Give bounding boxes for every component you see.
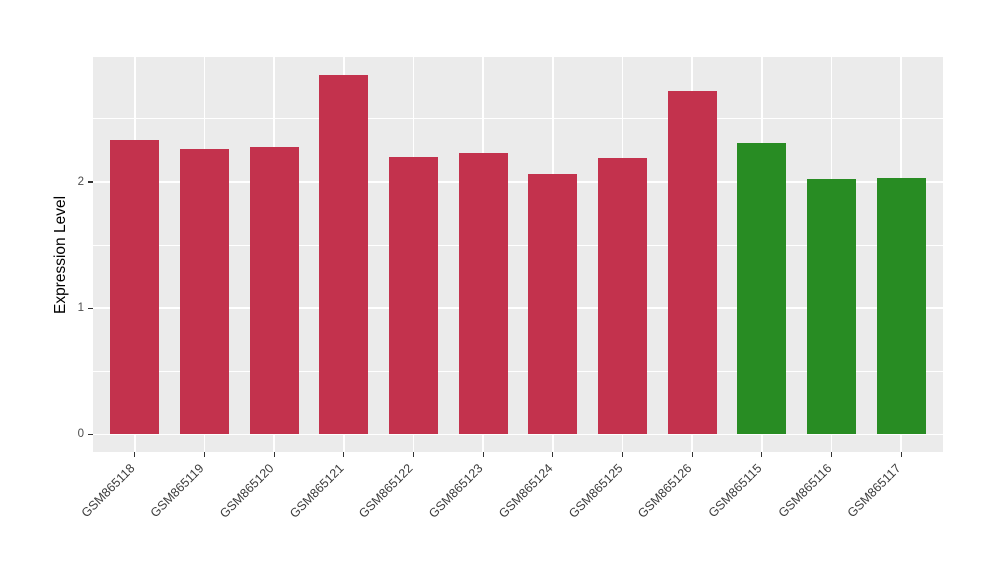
bar [737, 142, 787, 435]
x-tick-label: GSM865122 [356, 461, 417, 521]
x-tick-mark [761, 452, 763, 457]
bar [458, 152, 508, 435]
bar [598, 157, 647, 435]
y-tick-mark [88, 181, 93, 183]
bar [249, 146, 299, 435]
x-tick-mark [830, 452, 833, 457]
bars-layer [93, 57, 943, 452]
y-axis-title: Expression Level [48, 57, 74, 452]
x-tick-label: GSM865125 [565, 461, 626, 521]
bar [389, 156, 438, 435]
x-tick-label: GSM865119 [148, 461, 208, 521]
y-tick-label: 1 [77, 302, 84, 315]
x-tick-mark [552, 452, 554, 457]
x-tick-mark [134, 452, 136, 457]
x-tick-mark [900, 452, 902, 457]
gridline-major-h [93, 181, 943, 183]
x-tick-label: GSM865121 [286, 461, 347, 521]
bar [319, 74, 369, 435]
bar [180, 149, 229, 435]
y-tick-label: 0 [77, 428, 84, 441]
x-tick-label: GSM865117 [844, 461, 904, 521]
gridline-minor-h [93, 370, 943, 372]
x-tick-label: GSM865118 [78, 461, 138, 521]
x-tick-label: GSM865123 [426, 461, 486, 521]
x-tick-mark [482, 452, 484, 457]
x-tick-mark [691, 452, 693, 457]
y-tick-label: 2 [77, 175, 84, 188]
x-tick-mark [273, 452, 275, 457]
gridline-minor-h [93, 244, 943, 246]
x-tick-mark [203, 452, 206, 457]
gridline-major-h [93, 433, 943, 436]
bar [667, 91, 717, 435]
bar [110, 140, 160, 435]
y-tick-mark [88, 433, 93, 435]
x-tick-mark [621, 452, 624, 457]
x-tick-mark [412, 452, 415, 457]
gridline-minor-h [93, 118, 943, 120]
y-tick-mark [88, 307, 93, 309]
gridline-major-h [93, 307, 943, 309]
x-tick-label: GSM865124 [495, 461, 556, 521]
x-tick-label: GSM865126 [635, 461, 695, 521]
x-tick-label: GSM865116 [775, 461, 835, 521]
plot-panel [93, 57, 943, 452]
y-axis-title-text: Expression Level [52, 195, 70, 314]
bar [528, 174, 578, 435]
bar [807, 179, 856, 435]
x-tick-mark [343, 452, 345, 457]
bar [876, 178, 926, 435]
x-tick-label: GSM865115 [705, 461, 765, 521]
x-tick-label: GSM865120 [217, 461, 277, 521]
